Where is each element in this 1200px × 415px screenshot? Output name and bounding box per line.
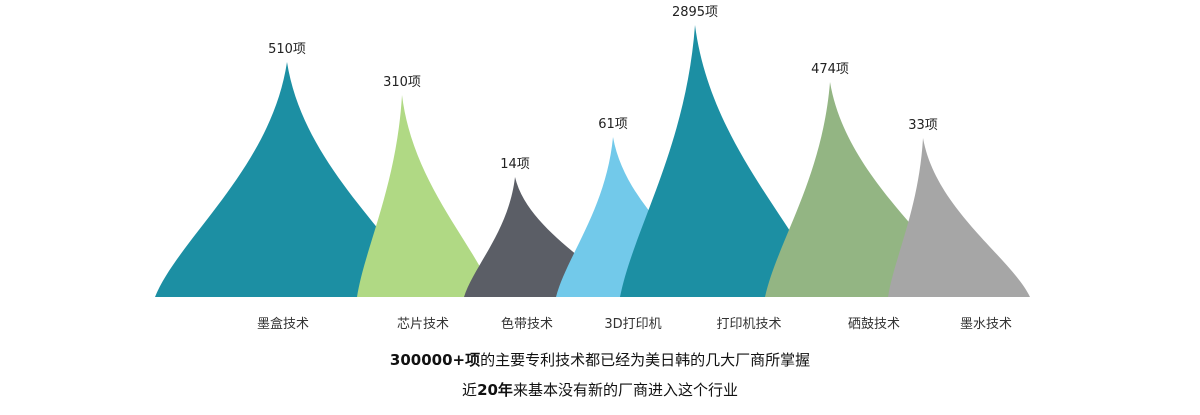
caption-line-1-text: 的主要专利技术都已经为美日韩的几大厂商所掌握 — [480, 351, 811, 369]
peaks-layer — [155, 25, 1030, 297]
value-label-4: 61项 — [598, 117, 628, 132]
category-label-6: 硒鼓技术 — [848, 317, 900, 332]
category-label-7: 墨水技术 — [960, 317, 1012, 332]
category-labels-layer: 墨盒技术 芯片技术 色带技术 3D打印机 打印机技术 硒鼓技术 墨水技术 — [257, 316, 1012, 332]
value-labels-layer: 510项 310项 14项 61项 2895项 474项 33项 — [268, 5, 938, 172]
caption-highlight-count: 300000+项 — [389, 351, 481, 369]
caption-line-2-prefix: 近 — [462, 381, 478, 399]
value-label-7: 33项 — [908, 118, 938, 133]
category-label-1: 墨盒技术 — [257, 316, 309, 332]
category-label-3: 色带技术 — [501, 316, 553, 332]
caption-line-1: 300000+项的主要专利技术都已经为美日韩的几大厂商所掌握 — [0, 350, 1200, 370]
value-label-6: 474项 — [811, 62, 849, 77]
caption-line-2: 近20年来基本没有新的厂商进入这个行业 — [0, 380, 1200, 400]
category-label-2: 芯片技术 — [397, 317, 449, 332]
category-label-5: 打印机技术 — [716, 317, 781, 332]
peak-1 — [155, 62, 425, 297]
peak-7 — [888, 138, 1030, 297]
peak-5 — [620, 25, 826, 297]
caption-line-2-text: 来基本没有新的厂商进入这个行业 — [512, 381, 738, 399]
peak-2 — [357, 95, 494, 297]
value-label-3: 14项 — [500, 157, 530, 172]
category-label-4: 3D打印机 — [604, 317, 661, 332]
caption-highlight-years: 20年 — [477, 381, 513, 399]
value-label-1: 510项 — [268, 42, 306, 57]
value-label-2: 310项 — [383, 75, 421, 90]
value-label-5: 2895项 — [672, 5, 718, 20]
